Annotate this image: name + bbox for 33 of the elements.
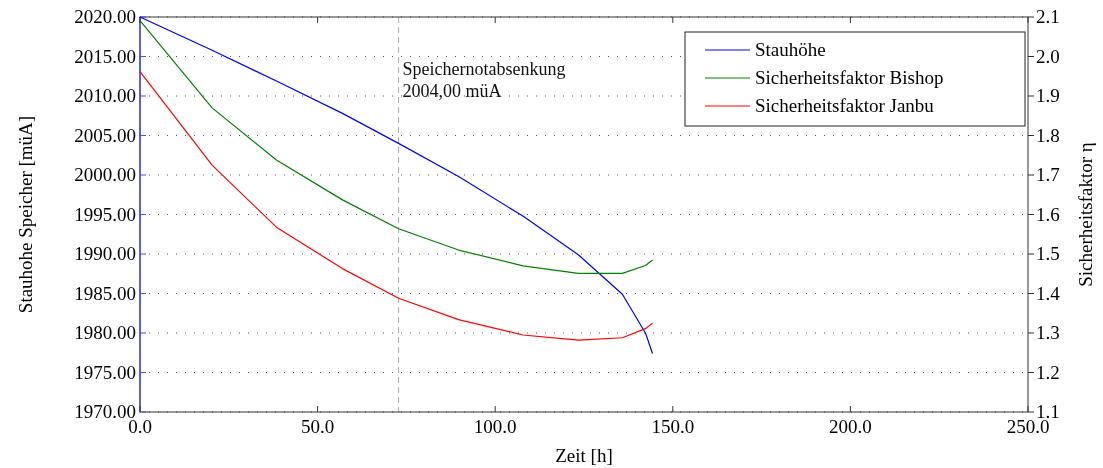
y-tick-label: 1995.00: [74, 203, 136, 225]
legend-label: Sicherheitsfaktor Janbu: [755, 95, 935, 116]
y2-tick-label: 1.8: [1036, 124, 1060, 146]
y2-tick-label: 1.7: [1036, 164, 1060, 185]
y-tick-label: 1980.00: [74, 322, 136, 343]
y2-tick-label: 1.5: [1036, 243, 1060, 264]
y-tick-label: 1985.00: [74, 282, 136, 304]
x-tick-label: 100.0: [473, 416, 517, 437]
y2-tick-label: 2.1: [1036, 6, 1060, 27]
y2-tick-label: 1.9: [1036, 85, 1060, 106]
y2-tick-label: 1.3: [1036, 322, 1060, 343]
y-tick-label: 1990.00: [74, 243, 136, 264]
y-tick-label: 2010.00: [74, 85, 136, 106]
legend-label: Sicherheitsfaktor Bishop: [755, 67, 944, 88]
y-tick-label: 2020.00: [74, 6, 136, 27]
y-tick-label: 2015.00: [74, 45, 136, 67]
y2-tick-label: 2.0: [1036, 45, 1060, 67]
x-tick-label: 50.0: [300, 416, 335, 437]
x-tick-label: 200.0: [829, 416, 872, 437]
legend-label: Stauhöhe: [755, 39, 826, 60]
y2-tick-label: 1.2: [1036, 361, 1060, 383]
y2-tick-label: 1.6: [1036, 203, 1060, 225]
y-tick-label: 2000.00: [74, 164, 136, 185]
x-tick-label: 150.0: [651, 416, 695, 437]
line-series: [139, 16, 654, 355]
y-axis-title: Stauhohe Speicher [müA]: [15, 115, 36, 314]
y-tick-label: 1975.00: [74, 361, 136, 383]
y-tick-label: 2005.00: [74, 124, 136, 146]
ref-line-label: Speichernotabsenkung 2004,00 müA: [402, 59, 566, 101]
line-series: [139, 19, 654, 274]
y2-tick-label: 1.4: [1036, 282, 1061, 304]
x-axis-title: Zeit [h]: [555, 445, 613, 466]
y2-axis-title: Sicherheitsfaktor η: [1075, 142, 1096, 287]
